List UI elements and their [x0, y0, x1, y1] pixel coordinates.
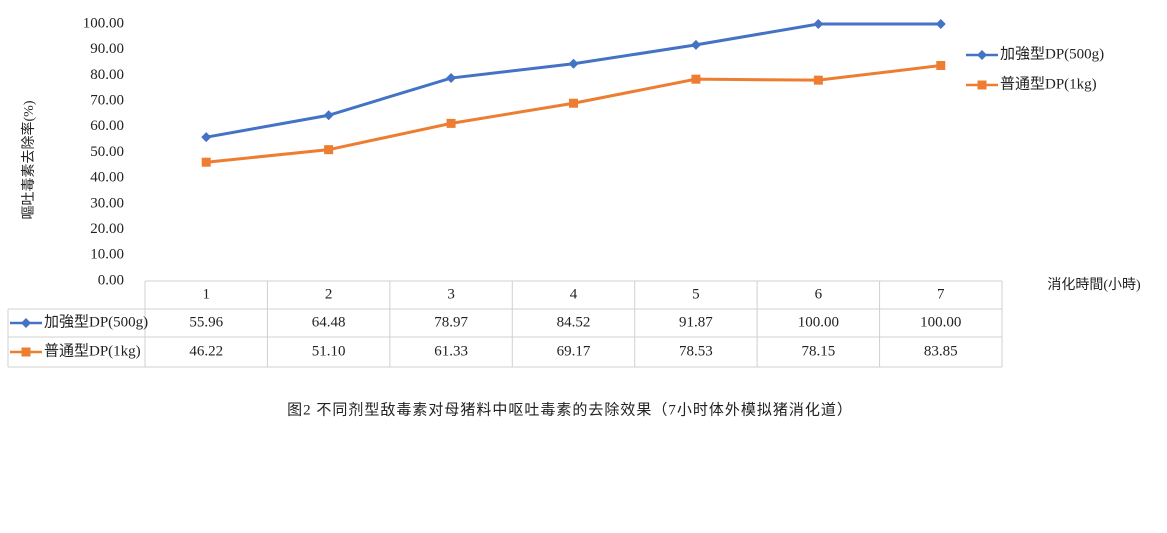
y-tick-label: 70.00 [90, 93, 124, 109]
y-tick-label: 100.00 [83, 15, 124, 31]
table-value: 51.10 [312, 343, 346, 359]
marker [568, 58, 579, 69]
y-tick-label: 40.00 [90, 170, 124, 186]
table-value: 64.48 [312, 314, 346, 330]
table-value: 83.85 [924, 343, 958, 359]
x-tick-label: 4 [570, 286, 578, 302]
x-axis-label: 消化時間(小時) [1047, 277, 1141, 293]
marker [323, 110, 334, 121]
y-tick-label: 80.00 [90, 67, 124, 83]
y-tick-label: 0.00 [98, 272, 124, 288]
legend-marker [977, 50, 987, 60]
table-value: 100.00 [920, 314, 961, 330]
marker [446, 73, 457, 84]
series-line [206, 64, 941, 164]
marker [935, 19, 946, 29]
y-tick-label: 30.00 [90, 195, 124, 211]
table-row-label: 加強型DP(500g) [44, 313, 148, 330]
x-tick-label: 2 [325, 286, 333, 302]
table-value: 91.87 [679, 314, 713, 330]
table-value: 46.22 [189, 343, 223, 359]
caption: 图2 不同剂型敌毒素对母猪料中呕吐毒素的去除效果（7小时体外模拟猪消化道） [287, 401, 853, 418]
x-tick-label: 1 [202, 286, 210, 302]
marker [813, 75, 823, 85]
marker [690, 39, 701, 50]
y-tick-label: 20.00 [90, 221, 124, 237]
y-tick-label: 90.00 [90, 41, 124, 57]
marker [813, 19, 824, 29]
x-tick-label: 7 [937, 286, 945, 302]
table-value: 84.52 [557, 314, 591, 330]
y-tick-label: 50.00 [90, 144, 124, 160]
marker [936, 61, 946, 71]
x-tick-label: 6 [815, 286, 823, 302]
table-value: 78.53 [679, 343, 713, 359]
marker [201, 157, 211, 167]
x-tick-label: 3 [447, 286, 455, 302]
series-line [205, 22, 941, 139]
table-value: 69.17 [557, 343, 591, 359]
table-key [21, 318, 31, 328]
table-row-label: 普通型DP(1kg) [44, 342, 141, 359]
marker [324, 145, 334, 155]
table-value: 78.97 [434, 314, 468, 330]
table-value: 78.15 [801, 343, 835, 359]
y-tick-label: 10.00 [90, 247, 124, 263]
table-value: 100.00 [798, 314, 839, 330]
legend-marker [977, 80, 987, 90]
table-value: 55.96 [189, 314, 223, 330]
y-tick-label: 60.00 [90, 118, 124, 134]
table-key [21, 347, 31, 357]
marker [446, 118, 456, 128]
marker [569, 98, 578, 108]
y-axis-label: 嘔吐毒素去除率(%) [20, 100, 37, 219]
table-value: 61.33 [434, 343, 468, 359]
marker [201, 132, 212, 143]
legend-label: 加強型DP(500g) [1000, 45, 1104, 62]
x-tick-label: 5 [692, 286, 700, 302]
marker [691, 74, 701, 84]
legend-label: 普通型DP(1kg) [1000, 75, 1097, 92]
